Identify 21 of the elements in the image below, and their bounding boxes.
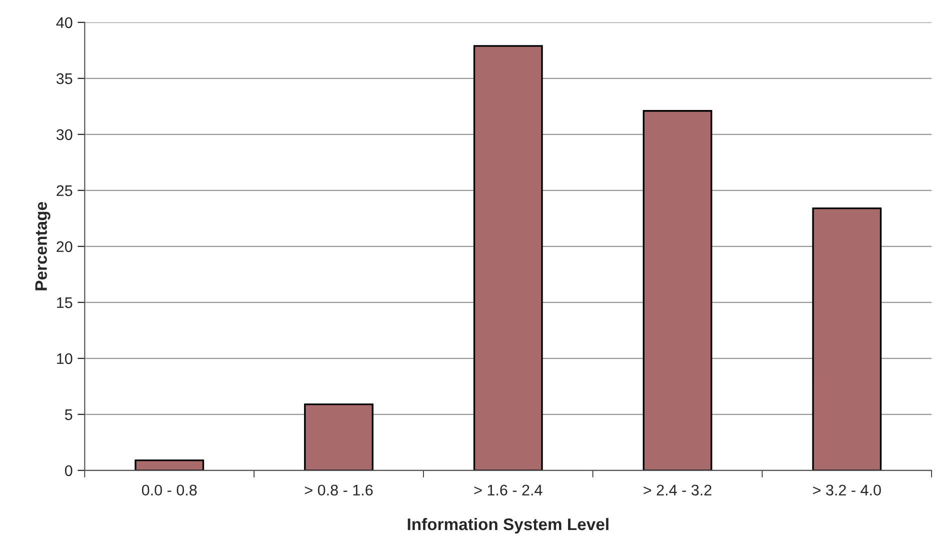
bar — [473, 45, 543, 470]
y-tick-label: 15 — [57, 297, 72, 308]
y-tick-label: 25 — [56, 185, 72, 196]
y-tick-label: 10 — [57, 353, 72, 364]
y-tick-label: 40 — [56, 17, 72, 28]
y-tick-label: 35 — [56, 73, 72, 84]
y-tick-label: 20 — [56, 241, 72, 252]
y-axis-title: Percentage — [35, 202, 50, 290]
x-tick-label: > 2.4 - 3.2 — [644, 484, 712, 496]
bar — [812, 207, 882, 470]
x-tick-label: > 0.8 - 1.6 — [304, 484, 373, 496]
bar — [134, 459, 204, 470]
x-tick-label: > 1.6 - 2.4 — [474, 484, 542, 496]
y-tick-label: 0 — [64, 465, 72, 476]
bar — [304, 403, 374, 470]
y-tick-label: 30 — [56, 129, 72, 140]
y-tick-label: 5 — [65, 409, 72, 420]
x-tick-label: 0.0 - 0.8 — [142, 484, 197, 496]
x-tick-label: > 3.2 - 4.0 — [813, 484, 881, 496]
x-axis-title: Information System Level — [408, 518, 608, 534]
bar — [642, 110, 712, 470]
